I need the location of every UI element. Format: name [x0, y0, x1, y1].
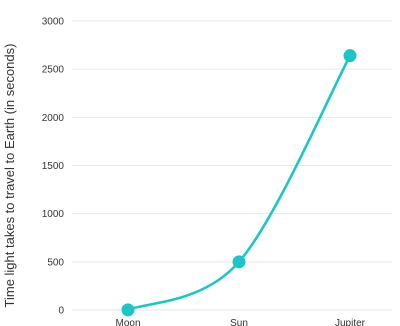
y-axis-title: Time light takes to travel to Earth (in …	[2, 44, 17, 308]
y-tick-label: 3000	[42, 17, 65, 28]
data-point	[232, 255, 246, 269]
x-tick-labels: Moon Sun Jupiter	[115, 318, 365, 326]
y-tick-label: 2000	[42, 113, 65, 124]
gridlines	[72, 20, 392, 311]
y-tick-label: 2500	[42, 65, 65, 76]
y-tick-labels: 0 500 1000 1500 2000 2500 3000	[42, 17, 65, 317]
x-tick-label: Moon	[115, 318, 140, 326]
data-point	[121, 303, 135, 317]
y-tick-label: 0	[58, 306, 64, 317]
y-tick-label: 1500	[42, 161, 65, 172]
y-tick-label: 500	[47, 257, 64, 268]
x-tick-label: Sun	[230, 318, 248, 326]
x-tick-label: Jupiter	[335, 318, 366, 326]
data-point	[343, 49, 357, 63]
data-points	[121, 49, 357, 317]
y-tick-label: 1000	[42, 209, 65, 220]
series-line	[126, 54, 352, 312]
